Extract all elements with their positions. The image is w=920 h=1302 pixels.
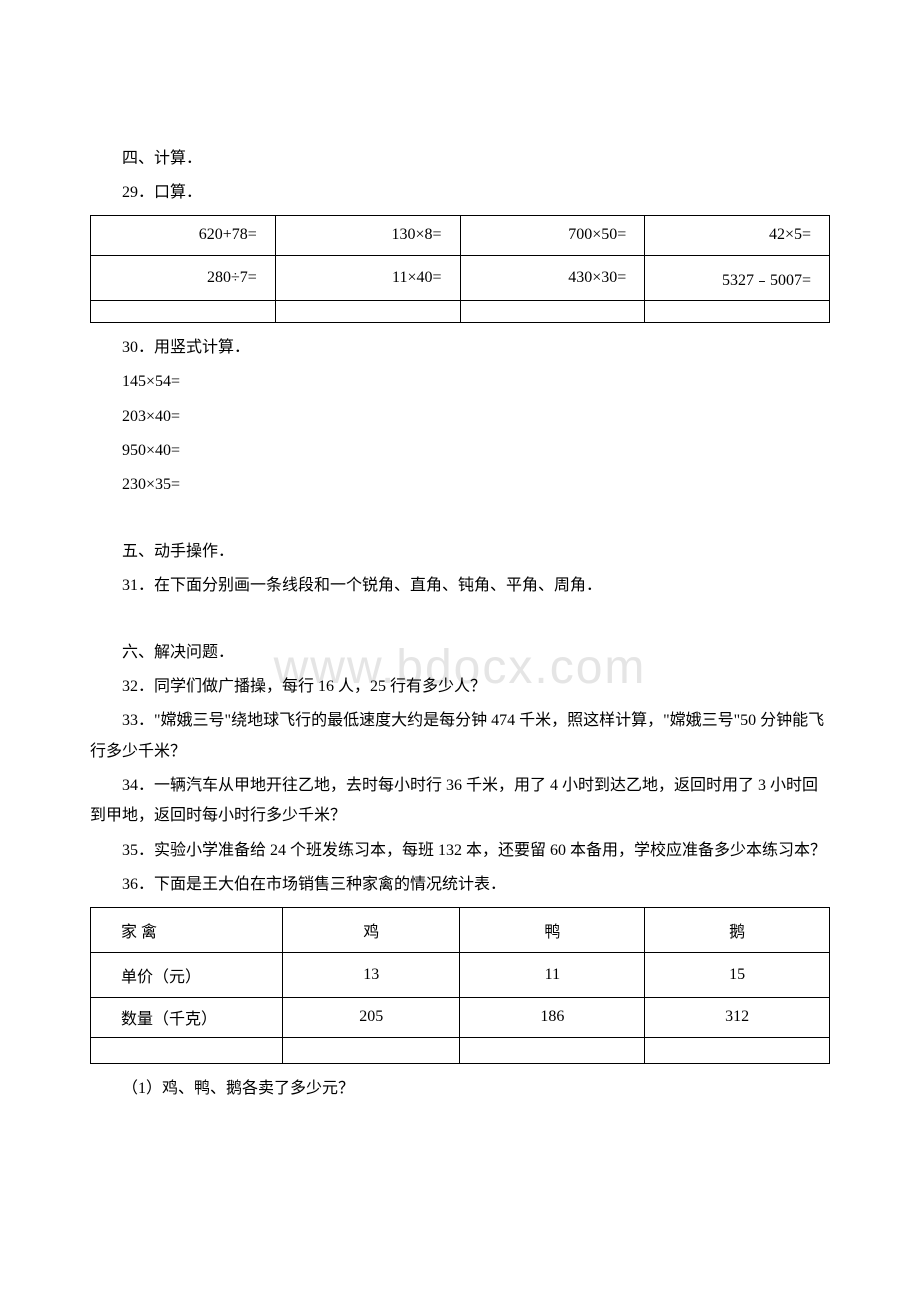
- stat-cell: 13: [283, 952, 460, 997]
- calc-cell-empty: [91, 300, 276, 322]
- q32-text: 32．同学们做广播操，每行 16 人，25 行有多少人？: [90, 672, 830, 702]
- q33-text: 33．"嫦娥三号"绕地球飞行的最低速度大约是每分钟 474 千米，照这样计算，"…: [90, 706, 830, 767]
- calc-cell: 11×40=: [275, 255, 460, 300]
- q34-text: 34．一辆汽车从甲地开往乙地，去时每小时行 36 千米，用了 4 小时到达乙地，…: [90, 771, 830, 832]
- stat-cell: 186: [460, 997, 645, 1037]
- stat-cell: 205: [283, 997, 460, 1037]
- stat-header: 鸡: [283, 907, 460, 952]
- table-row: 620+78= 130×8= 700×50= 42×5=: [91, 215, 830, 255]
- stat-cell: 单价（元）: [91, 952, 283, 997]
- table-row: [91, 1037, 830, 1063]
- q30-item: 950×40=: [90, 436, 830, 466]
- stat-cell-empty: [645, 1037, 830, 1063]
- q35-text: 35．实验小学准备给 24 个班发练习本，每班 132 本，还要留 60 本备用…: [90, 836, 830, 866]
- section-6-title: 六、解决问题．: [90, 638, 830, 668]
- calc-cell-empty: [275, 300, 460, 322]
- q30-item: 203×40=: [90, 402, 830, 432]
- stat-cell-empty: [283, 1037, 460, 1063]
- table-row: 280÷7= 11×40= 430×30= 5327﹣5007=: [91, 255, 830, 300]
- stat-cell: 312: [645, 997, 830, 1037]
- table-row: 单价（元） 13 11 15: [91, 952, 830, 997]
- calc-cell: 700×50=: [460, 215, 645, 255]
- q31-text: 31．在下面分别画一条线段和一个锐角、直角、钝角、平角、周角．: [90, 571, 830, 601]
- calc-cell: 130×8=: [275, 215, 460, 255]
- stat-cell: 11: [460, 952, 645, 997]
- calc-cell: 430×30=: [460, 255, 645, 300]
- section-5-title: 五、动手操作．: [90, 537, 830, 567]
- calc-table: 620+78= 130×8= 700×50= 42×5= 280÷7= 11×4…: [90, 215, 830, 323]
- q30-item: 230×35=: [90, 470, 830, 500]
- stat-table: 家 禽 鸡 鸭 鹅 单价（元） 13 11 15 数量（千克） 205 186 …: [90, 907, 830, 1064]
- calc-cell-empty: [460, 300, 645, 322]
- document-body: 四、计算． 29．口算． 620+78= 130×8= 700×50= 42×5…: [90, 144, 830, 1104]
- table-row: 家 禽 鸡 鸭 鹅: [91, 907, 830, 952]
- calc-cell: 42×5=: [645, 215, 830, 255]
- stat-header: 鸭: [460, 907, 645, 952]
- stat-cell: 数量（千克）: [91, 997, 283, 1037]
- q36-title: 36．下面是王大伯在市场销售三种家禽的情况统计表．: [90, 870, 830, 900]
- stat-cell-empty: [91, 1037, 283, 1063]
- calc-cell-empty: [645, 300, 830, 322]
- q30-item: 145×54=: [90, 367, 830, 397]
- stat-header: 鹅: [645, 907, 830, 952]
- section-4-title: 四、计算．: [90, 144, 830, 174]
- stat-cell-empty: [460, 1037, 645, 1063]
- calc-cell: 620+78=: [91, 215, 276, 255]
- q30-title: 30．用竖式计算．: [90, 333, 830, 363]
- stat-header: 家 禽: [91, 907, 283, 952]
- stat-cell: 15: [645, 952, 830, 997]
- calc-cell: 5327﹣5007=: [645, 255, 830, 300]
- q36-sub1: （1）鸡、鸭、鹅各卖了多少元？: [90, 1074, 830, 1104]
- calc-cell: 280÷7=: [91, 255, 276, 300]
- table-row: [91, 300, 830, 322]
- table-row: 数量（千克） 205 186 312: [91, 997, 830, 1037]
- q29-title: 29．口算．: [90, 178, 830, 208]
